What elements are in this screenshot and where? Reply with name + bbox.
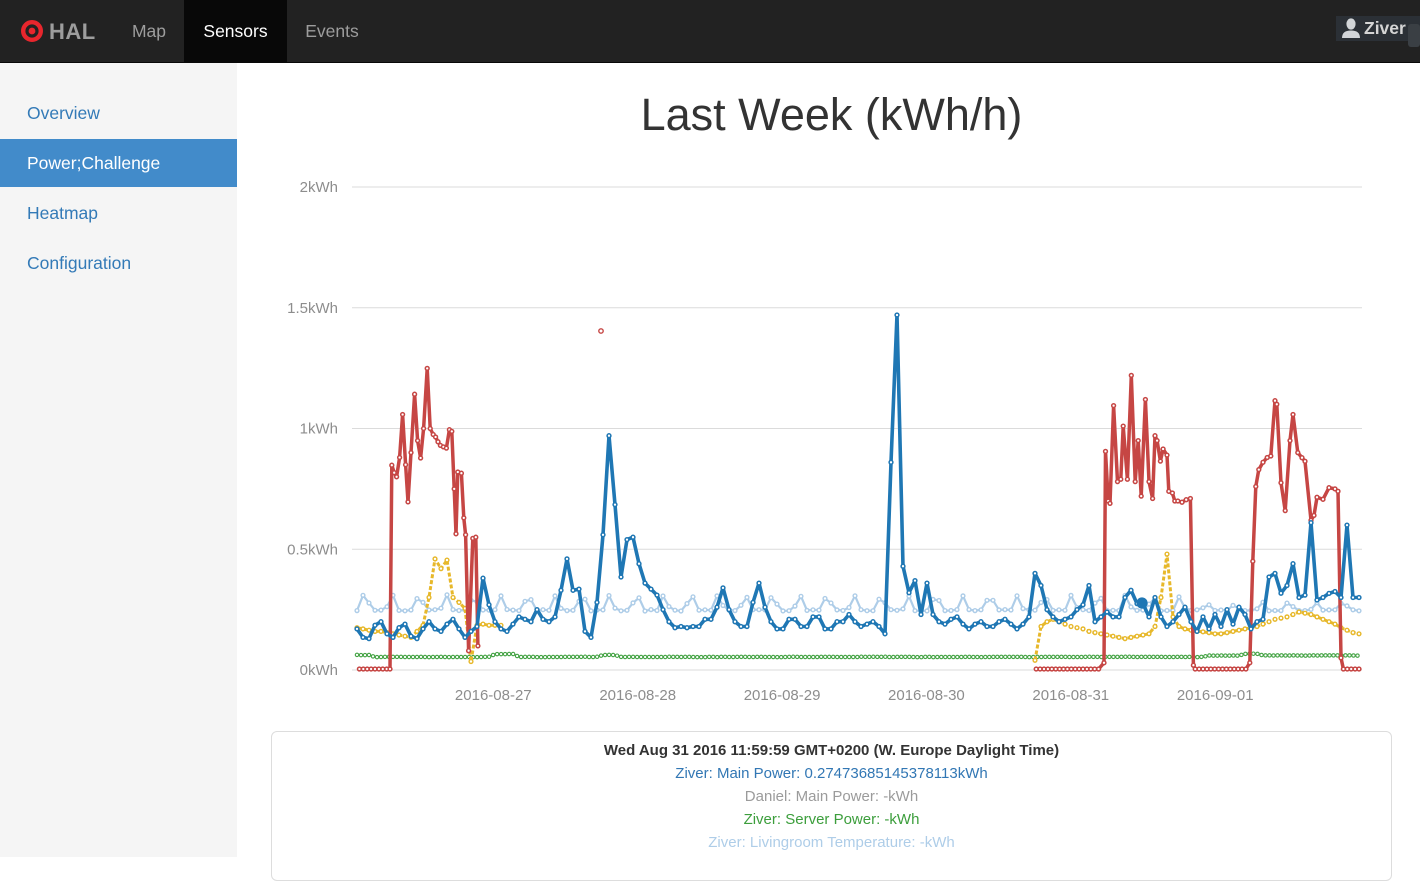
svg-text:0kWh: 0kWh — [300, 662, 338, 679]
svg-text:2kWh: 2kWh — [300, 179, 338, 196]
svg-text:2016-08-27: 2016-08-27 — [455, 687, 532, 704]
svg-text:0.5kWh: 0.5kWh — [287, 541, 338, 558]
svg-text:2016-08-29: 2016-08-29 — [744, 687, 821, 704]
svg-text:2016-08-31: 2016-08-31 — [1032, 687, 1109, 704]
svg-text:1.5kWh: 1.5kWh — [287, 300, 338, 317]
svg-text:1kWh: 1kWh — [300, 421, 338, 438]
svg-text:2016-08-28: 2016-08-28 — [599, 687, 676, 704]
svg-text:2016-09-01: 2016-09-01 — [1177, 687, 1254, 704]
svg-text:2016-08-30: 2016-08-30 — [888, 687, 965, 704]
